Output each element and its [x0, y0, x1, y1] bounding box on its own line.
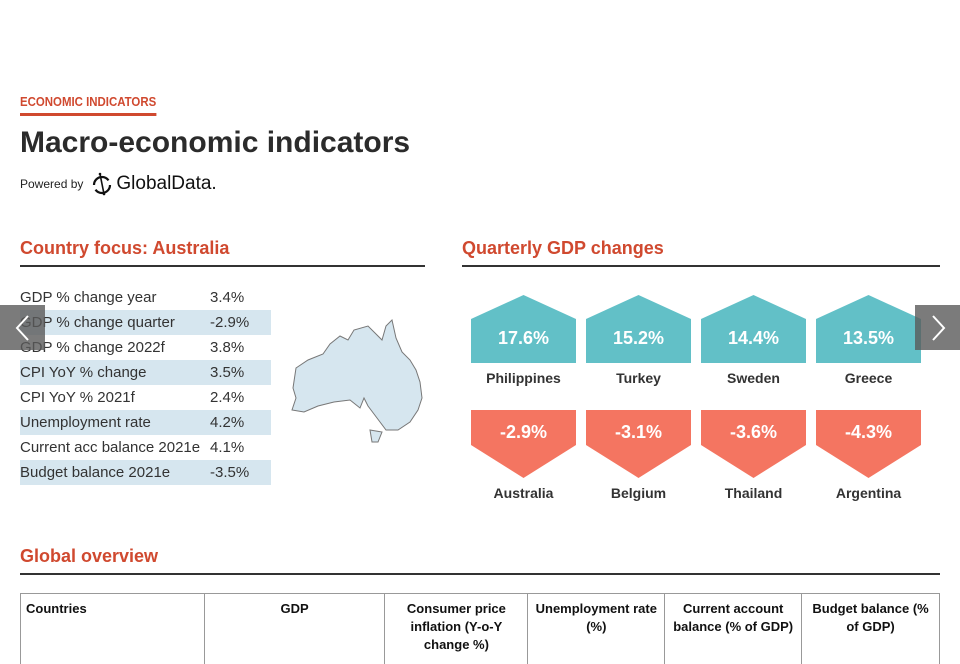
- column-header[interactable]: Current account balance (% of GDP): [664, 593, 803, 664]
- indicator-label: Unemployment rate: [20, 414, 151, 431]
- logo-text: GlobalData.: [116, 173, 217, 194]
- gdp-card-negative: -2.9% Australia: [471, 410, 576, 501]
- country-name: Turkey: [616, 370, 661, 386]
- indicator-value: 3.5%: [210, 364, 245, 381]
- indicator-value: -2.9%: [210, 314, 250, 331]
- gdp-card-negative: -3.1% Belgium: [586, 410, 691, 501]
- column-header[interactable]: Consumer price inflation (Y-o-Y change %…: [384, 593, 529, 664]
- indicator-label: CPI YoY % 2021f: [20, 389, 135, 406]
- column-header[interactable]: GDP: [203, 593, 386, 664]
- gdp-change-value: -4.3%: [844, 422, 893, 442]
- indicator-row: CPI YoY % 2021f 2.4%: [20, 385, 271, 410]
- gdp-change-value: -2.9%: [499, 422, 548, 442]
- column-header[interactable]: Unemployment rate (%): [527, 593, 666, 664]
- hexagon-shape: [586, 295, 691, 363]
- indicator-label: GDP % change 2022f: [20, 339, 165, 356]
- indicator-value: 3.8%: [210, 339, 245, 356]
- section-kicker: ECONOMIC INDICATORS: [20, 94, 157, 116]
- country-name: Argentina: [835, 485, 902, 501]
- globaldata-logo-icon: [93, 172, 112, 196]
- indicator-row: CPI YoY % change 3.5%: [20, 360, 271, 385]
- country-name: Belgium: [610, 485, 667, 501]
- indicator-value: 2.4%: [210, 389, 245, 406]
- gdp-change-value: 15.2%: [612, 328, 665, 348]
- indicator-row: GDP % change quarter -2.9%: [20, 310, 271, 335]
- hexagon-shape: [471, 410, 576, 478]
- global-overview-table: Countries GDP Consumer price inflation (Y-…: [20, 593, 940, 664]
- gdp-change-value: -3.1%: [614, 422, 663, 442]
- indicator-row: Unemployment rate 4.2%: [20, 410, 271, 435]
- country-name: Greece: [844, 370, 893, 386]
- gdp-card-negative: -4.3% Argentina: [816, 410, 921, 501]
- indicator-row: Current acc balance 2021e 4.1%: [20, 435, 271, 460]
- indicator-value: 3.4%: [210, 289, 245, 306]
- australia-map-icon: [291, 319, 423, 443]
- hexagon-shape: [701, 295, 806, 363]
- column-header[interactable]: Budget balance (% of GDP): [801, 593, 940, 664]
- page-title: Macro-economic indicators: [20, 126, 411, 159]
- country-name: Thailand: [724, 485, 783, 501]
- country-name: Sweden: [727, 370, 780, 386]
- gdp-change-value: -3.6%: [729, 422, 778, 442]
- indicator-label: CPI YoY % change: [20, 364, 147, 381]
- indicator-row: GDP % change 2022f 3.8%: [20, 335, 271, 360]
- indicator-label: GDP % change year: [20, 289, 157, 306]
- indicator-value: 4.2%: [210, 414, 245, 431]
- gdp-change-value: 13.5%: [842, 328, 895, 348]
- prev-button[interactable]: [0, 305, 45, 350]
- hexagon-shape: [586, 410, 691, 478]
- powered-by-label: Powered by: [20, 177, 84, 191]
- gdp-card-positive: 17.6% Philippines: [471, 295, 576, 386]
- hexagon-shape: [471, 295, 576, 363]
- gdp-card-positive: 13.5% Greece: [816, 295, 921, 386]
- chevron-right-icon: [931, 314, 945, 341]
- column-header[interactable]: Countries: [20, 593, 205, 664]
- hexagon-shape: [816, 410, 921, 478]
- indicator-row: GDP % change year 3.4%: [20, 285, 271, 310]
- gdp-card-negative: -3.6% Thailand: [701, 410, 806, 501]
- country-focus-heading: Country focus: Australia: [20, 238, 425, 267]
- indicator-value: 4.1%: [210, 439, 245, 456]
- gdp-card-positive: 15.2% Turkey: [586, 295, 691, 386]
- next-button[interactable]: [915, 305, 960, 350]
- global-overview-heading: Global overview: [20, 546, 940, 575]
- indicator-label: Budget balance 2021e: [20, 464, 171, 481]
- gdp-change-value: 14.4%: [727, 328, 780, 348]
- indicator-value: -3.5%: [210, 464, 250, 481]
- gdp-card-positive: 14.4% Sweden: [701, 295, 806, 386]
- indicator-row: Budget balance 2021e -3.5%: [20, 460, 271, 485]
- chevron-left-icon: [15, 314, 29, 341]
- powered-by: Powered by GlobalData.: [20, 172, 217, 196]
- country-name: Philippines: [486, 370, 561, 386]
- globaldata-logo[interactable]: GlobalData.: [91, 172, 217, 196]
- country-name: Australia: [493, 485, 554, 501]
- hexagon-shape: [816, 295, 921, 363]
- gdp-change-value: 17.6%: [497, 328, 550, 348]
- quarterly-heading: Quarterly GDP changes: [462, 238, 940, 267]
- hexagon-shape: [701, 410, 806, 478]
- indicator-label: GDP % change quarter: [20, 314, 175, 331]
- indicator-label: Current acc balance 2021e: [20, 439, 201, 456]
